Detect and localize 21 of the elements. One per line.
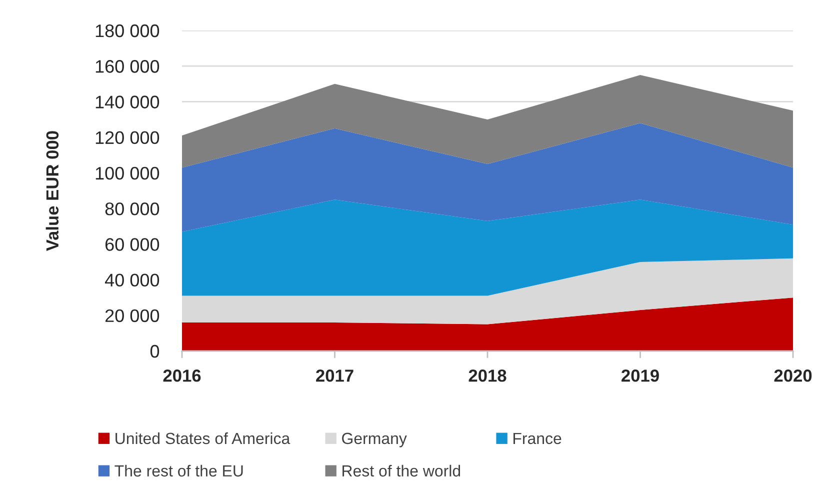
x-tick-label: 2018 (468, 370, 506, 382)
y-tick-label: 160 000 (96, 60, 160, 73)
legend-label: France (513, 432, 562, 444)
y-tick-label: 60 000 (105, 238, 160, 251)
x-tick-label: 2016 (163, 370, 201, 382)
legend-label: United States of America (116, 432, 290, 444)
y-tick-label: 80 000 (105, 202, 160, 216)
y-tick-label: 20 000 (105, 309, 160, 322)
legend-label: The rest of the EU (114, 464, 243, 477)
legend-label: Germany (342, 432, 407, 448)
y-tick-label: 180 000 (96, 24, 160, 38)
y-tick-label: 140 000 (96, 96, 160, 108)
y-tick-label: 100 000 (96, 166, 160, 180)
y-tick-label: 40 000 (104, 274, 160, 286)
x-tick-label: 2019 (622, 370, 659, 382)
x-tick-label: 2017 (316, 370, 354, 382)
y-tick-label: 120 000 (96, 131, 160, 144)
x-tick-label: 2020 (774, 370, 812, 382)
legend-label: Rest of the world (342, 464, 460, 477)
y-tick-label: 0 (150, 344, 160, 358)
y-axis-title: Value EUR 000 (46, 131, 59, 251)
